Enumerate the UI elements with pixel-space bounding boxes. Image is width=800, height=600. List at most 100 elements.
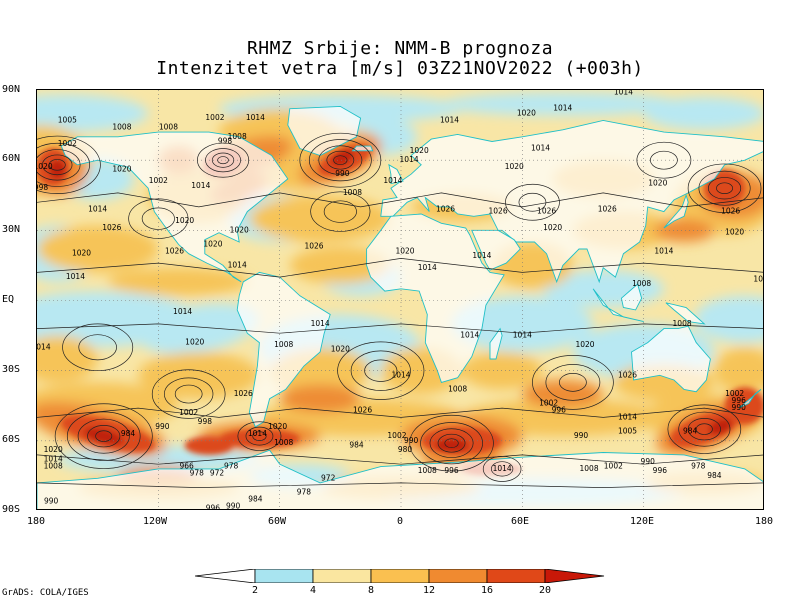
pressure-label: 1026 [165, 246, 184, 255]
wind-zone-fresh [714, 347, 763, 395]
isobar-contour [37, 258, 763, 278]
pressure-label: 990 [404, 436, 419, 445]
pressure-label: 1020 [44, 445, 63, 454]
isobar-contour [716, 182, 734, 194]
isobar-contour [308, 139, 372, 182]
pressure-label: 1026 [234, 389, 253, 398]
pressure-label: 972 [321, 473, 336, 482]
isobar-contour [337, 341, 425, 400]
pressure-label: 1002 [725, 389, 744, 398]
pressure-label: 1014 [460, 331, 479, 340]
continent-south-america [236, 271, 331, 428]
pressure-label: 1014 [228, 260, 247, 269]
isobar-contour [62, 323, 134, 372]
isobar-contour [48, 159, 66, 171]
pressure-label: 996 [552, 405, 567, 414]
pressure-label: 1008 [274, 340, 293, 349]
pressure-label: 966 [179, 462, 194, 471]
footer-credit: GrADS: COLA/IGES [2, 588, 89, 598]
pressure-label: 1026 [618, 370, 637, 379]
lon-label-180e: 180 [754, 516, 774, 527]
isobar-contour [687, 163, 762, 213]
pressure-label: 1020 [37, 162, 53, 171]
lon-label-60e: 60E [510, 516, 530, 527]
wind-zone-fresh [289, 246, 391, 285]
wind-zone-fresh [138, 351, 260, 399]
continent-antarctica [37, 449, 763, 509]
continent-north-america [60, 131, 289, 283]
isobar-contour [217, 156, 229, 165]
pressure-label: 1008 [228, 132, 247, 141]
pressure-label: 984 [349, 441, 364, 450]
pressure-label: 1014 [654, 246, 673, 255]
map-title: RHMZ Srbije: NMM-B prognoza [246, 38, 554, 59]
wind-zone-light [441, 92, 685, 116]
pressure-label: 1020 [575, 340, 594, 349]
pressure-label: 1026 [598, 204, 617, 213]
pressure-label: 1008 [448, 384, 467, 393]
pressure-label: 1020 [725, 228, 744, 237]
isobar-contour [420, 422, 483, 465]
colorbar-segment-4-8 [312, 569, 372, 583]
isobar-contour [695, 423, 713, 435]
pressure-label: 990 [226, 501, 241, 510]
pressure-label: 1014 [531, 143, 550, 152]
wind-zone-strong [522, 380, 604, 409]
pressure-label: 1002 [604, 462, 623, 471]
pressure-label: 1020 [268, 422, 287, 431]
isobar-contour [42, 154, 73, 176]
colorbar-segment-12-16 [428, 569, 488, 583]
pressure-label: 1014 [191, 181, 210, 190]
isobar-contour [299, 132, 382, 188]
isobar-contour [87, 425, 121, 448]
lat-label-90n: 90N [2, 84, 21, 95]
pressure-label: 990 [732, 403, 747, 412]
pressure-label: 1020 [175, 216, 194, 225]
isobar-contour [237, 421, 282, 451]
wind-zone-fresh [249, 195, 391, 243]
isobar-contour [318, 145, 363, 175]
pressure-label: 1020 [410, 146, 429, 155]
pressure-label: 1020 [517, 108, 536, 117]
pressure-label: 978 [224, 462, 239, 471]
isobar-contour [350, 350, 411, 391]
continents [37, 105, 763, 509]
wind-zone-fresh [37, 225, 159, 273]
lat-lon-grid [37, 90, 763, 509]
isobar-contour [66, 411, 141, 461]
isobar-contour [708, 177, 742, 200]
pressure-label: 1014 [383, 176, 402, 185]
isobar-contour [197, 142, 250, 178]
pressure-label: 1026 [436, 204, 455, 213]
isobar-contour [490, 461, 514, 477]
isobar-contour [364, 359, 398, 382]
colorbar-label-16: 16 [480, 585, 494, 596]
lat-label-60n: 60N [2, 153, 21, 164]
colorbar-segment-above-20 [544, 569, 605, 583]
pressure-label: 998 [218, 136, 233, 145]
isobar-contour [310, 191, 371, 232]
wind-map-panel: 1005 1008 1008 1002 1014 1014 1020 1014 1002 998 1… [36, 89, 764, 510]
isobar-contour [559, 373, 587, 392]
isobar-contour [37, 149, 81, 181]
wind-zone-gale [184, 436, 234, 455]
pressure-label: 1014 [440, 115, 459, 124]
colorbar-label-2: 2 [251, 585, 259, 596]
isobar-contour [505, 183, 560, 221]
isobar-contour [409, 414, 494, 472]
lon-label-120e: 120E [629, 516, 655, 527]
pressure-label: 996 [653, 466, 668, 475]
lat-label-eq: EQ [2, 294, 15, 305]
lat-label-90s: 90S [2, 504, 21, 515]
isobar-contour [698, 170, 751, 206]
isobar-contour [205, 148, 241, 173]
pressure-label: 980 [398, 445, 413, 454]
isobar-contour [37, 407, 763, 418]
continent-uk [388, 163, 404, 185]
isobar-contour [37, 142, 90, 187]
pressure-label: 1008 [159, 122, 178, 131]
isobar-contour [636, 141, 692, 179]
isobar-contour [37, 454, 763, 465]
pressure-label: 1020 [185, 338, 204, 347]
